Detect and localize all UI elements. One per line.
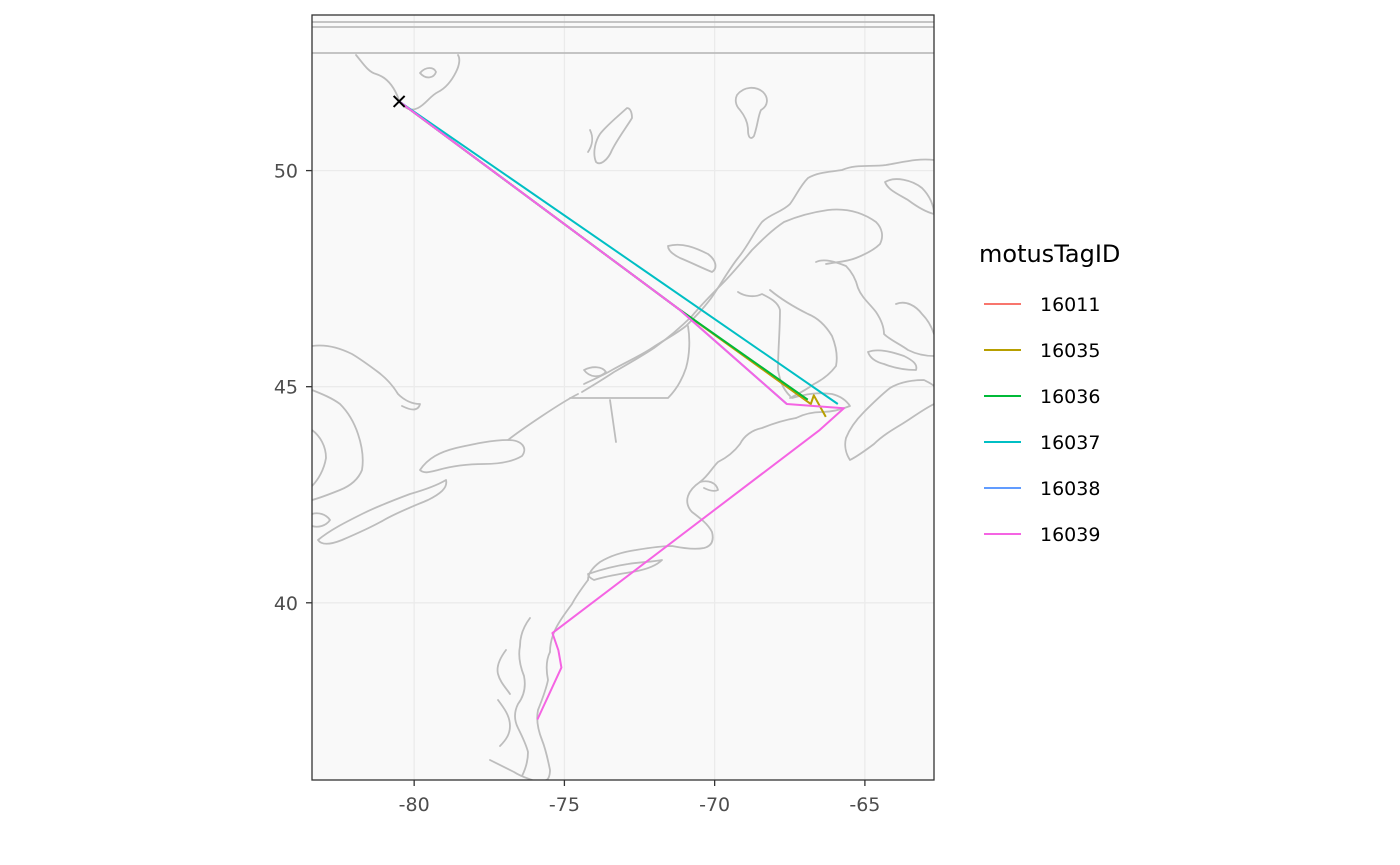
basemap-coastlines [312, 21, 934, 780]
nova-scotia-coast [844, 379, 934, 461]
graticule [312, 15, 934, 780]
y-tick-label: 40 [274, 593, 298, 615]
inland-lake [667, 243, 717, 273]
start-marker [392, 95, 406, 108]
delaware-bay-coast [536, 651, 551, 780]
lake-huron-coast [312, 389, 364, 501]
international-border-45th-parallel [569, 325, 691, 399]
st-lawrence-north-shore [583, 158, 934, 385]
bay-of-fundy-coast [791, 392, 851, 419]
tag-tracks [398, 100, 845, 720]
upper-st-lawrence [507, 393, 579, 441]
legend-label-16037: 16037 [1040, 432, 1100, 454]
james-bay-island [419, 67, 437, 79]
lake-huron-coast [312, 429, 327, 487]
legend-label-16038: 16038 [1040, 478, 1100, 500]
legend: motusTagID 16011 16035 16036 16037 16038 1603… [979, 240, 1120, 546]
lake-ontario [419, 439, 526, 474]
prince-edward-island [867, 349, 918, 371]
y-tick-label: 45 [274, 377, 298, 399]
x-tick-label: -70 [699, 794, 730, 816]
inland-lake [583, 366, 607, 378]
new-england-coast [587, 417, 797, 581]
map-panel [311, 14, 935, 781]
track-16037 [398, 100, 839, 405]
legend-label-16011: 16011 [1040, 294, 1100, 316]
chesapeake-bay-shore [514, 617, 531, 777]
legend-label-16035: 16035 [1040, 340, 1100, 362]
legend-label-16039: 16039 [1040, 524, 1100, 546]
james-bay-coastline [355, 54, 461, 111]
gaspe-peninsula-coast [815, 259, 934, 357]
georgian-bay [312, 344, 421, 411]
cape-breton-island [895, 301, 934, 335]
inland-lake [587, 129, 594, 153]
track-16039 [398, 100, 845, 720]
x-tick-label: -75 [549, 794, 580, 816]
axes: -80 -75 -70 -65 40 45 50 [274, 161, 881, 816]
panel-border [311, 14, 935, 781]
inland-lake [593, 107, 633, 165]
chesapeake-bay-shore [489, 759, 533, 780]
manicouagan-reservoir [734, 86, 768, 139]
y-tick-label: 50 [274, 161, 298, 183]
st-lawrence-south-shore [581, 208, 883, 393]
anticosti-island [884, 178, 934, 215]
lake-erie [317, 479, 448, 545]
cape-cod [699, 480, 719, 492]
legend-title: motusTagID [979, 240, 1120, 268]
start-marker-stroke [392, 95, 406, 108]
lake-st-clair [312, 512, 331, 528]
long-island [587, 559, 663, 581]
new-jersey-coast [549, 579, 589, 653]
new-brunswick-maine-border [737, 291, 791, 397]
legend-entries: 16011 16035 16036 16037 16038 16039 [984, 294, 1100, 546]
x-tick-label: -65 [849, 794, 880, 816]
lake-champlain [609, 399, 617, 443]
x-tick-label: -80 [399, 794, 430, 816]
chesapeake-bay-shore [497, 699, 511, 747]
legend-label-16036: 16036 [1040, 386, 1100, 408]
chesapeake-bay-shore [496, 649, 511, 695]
